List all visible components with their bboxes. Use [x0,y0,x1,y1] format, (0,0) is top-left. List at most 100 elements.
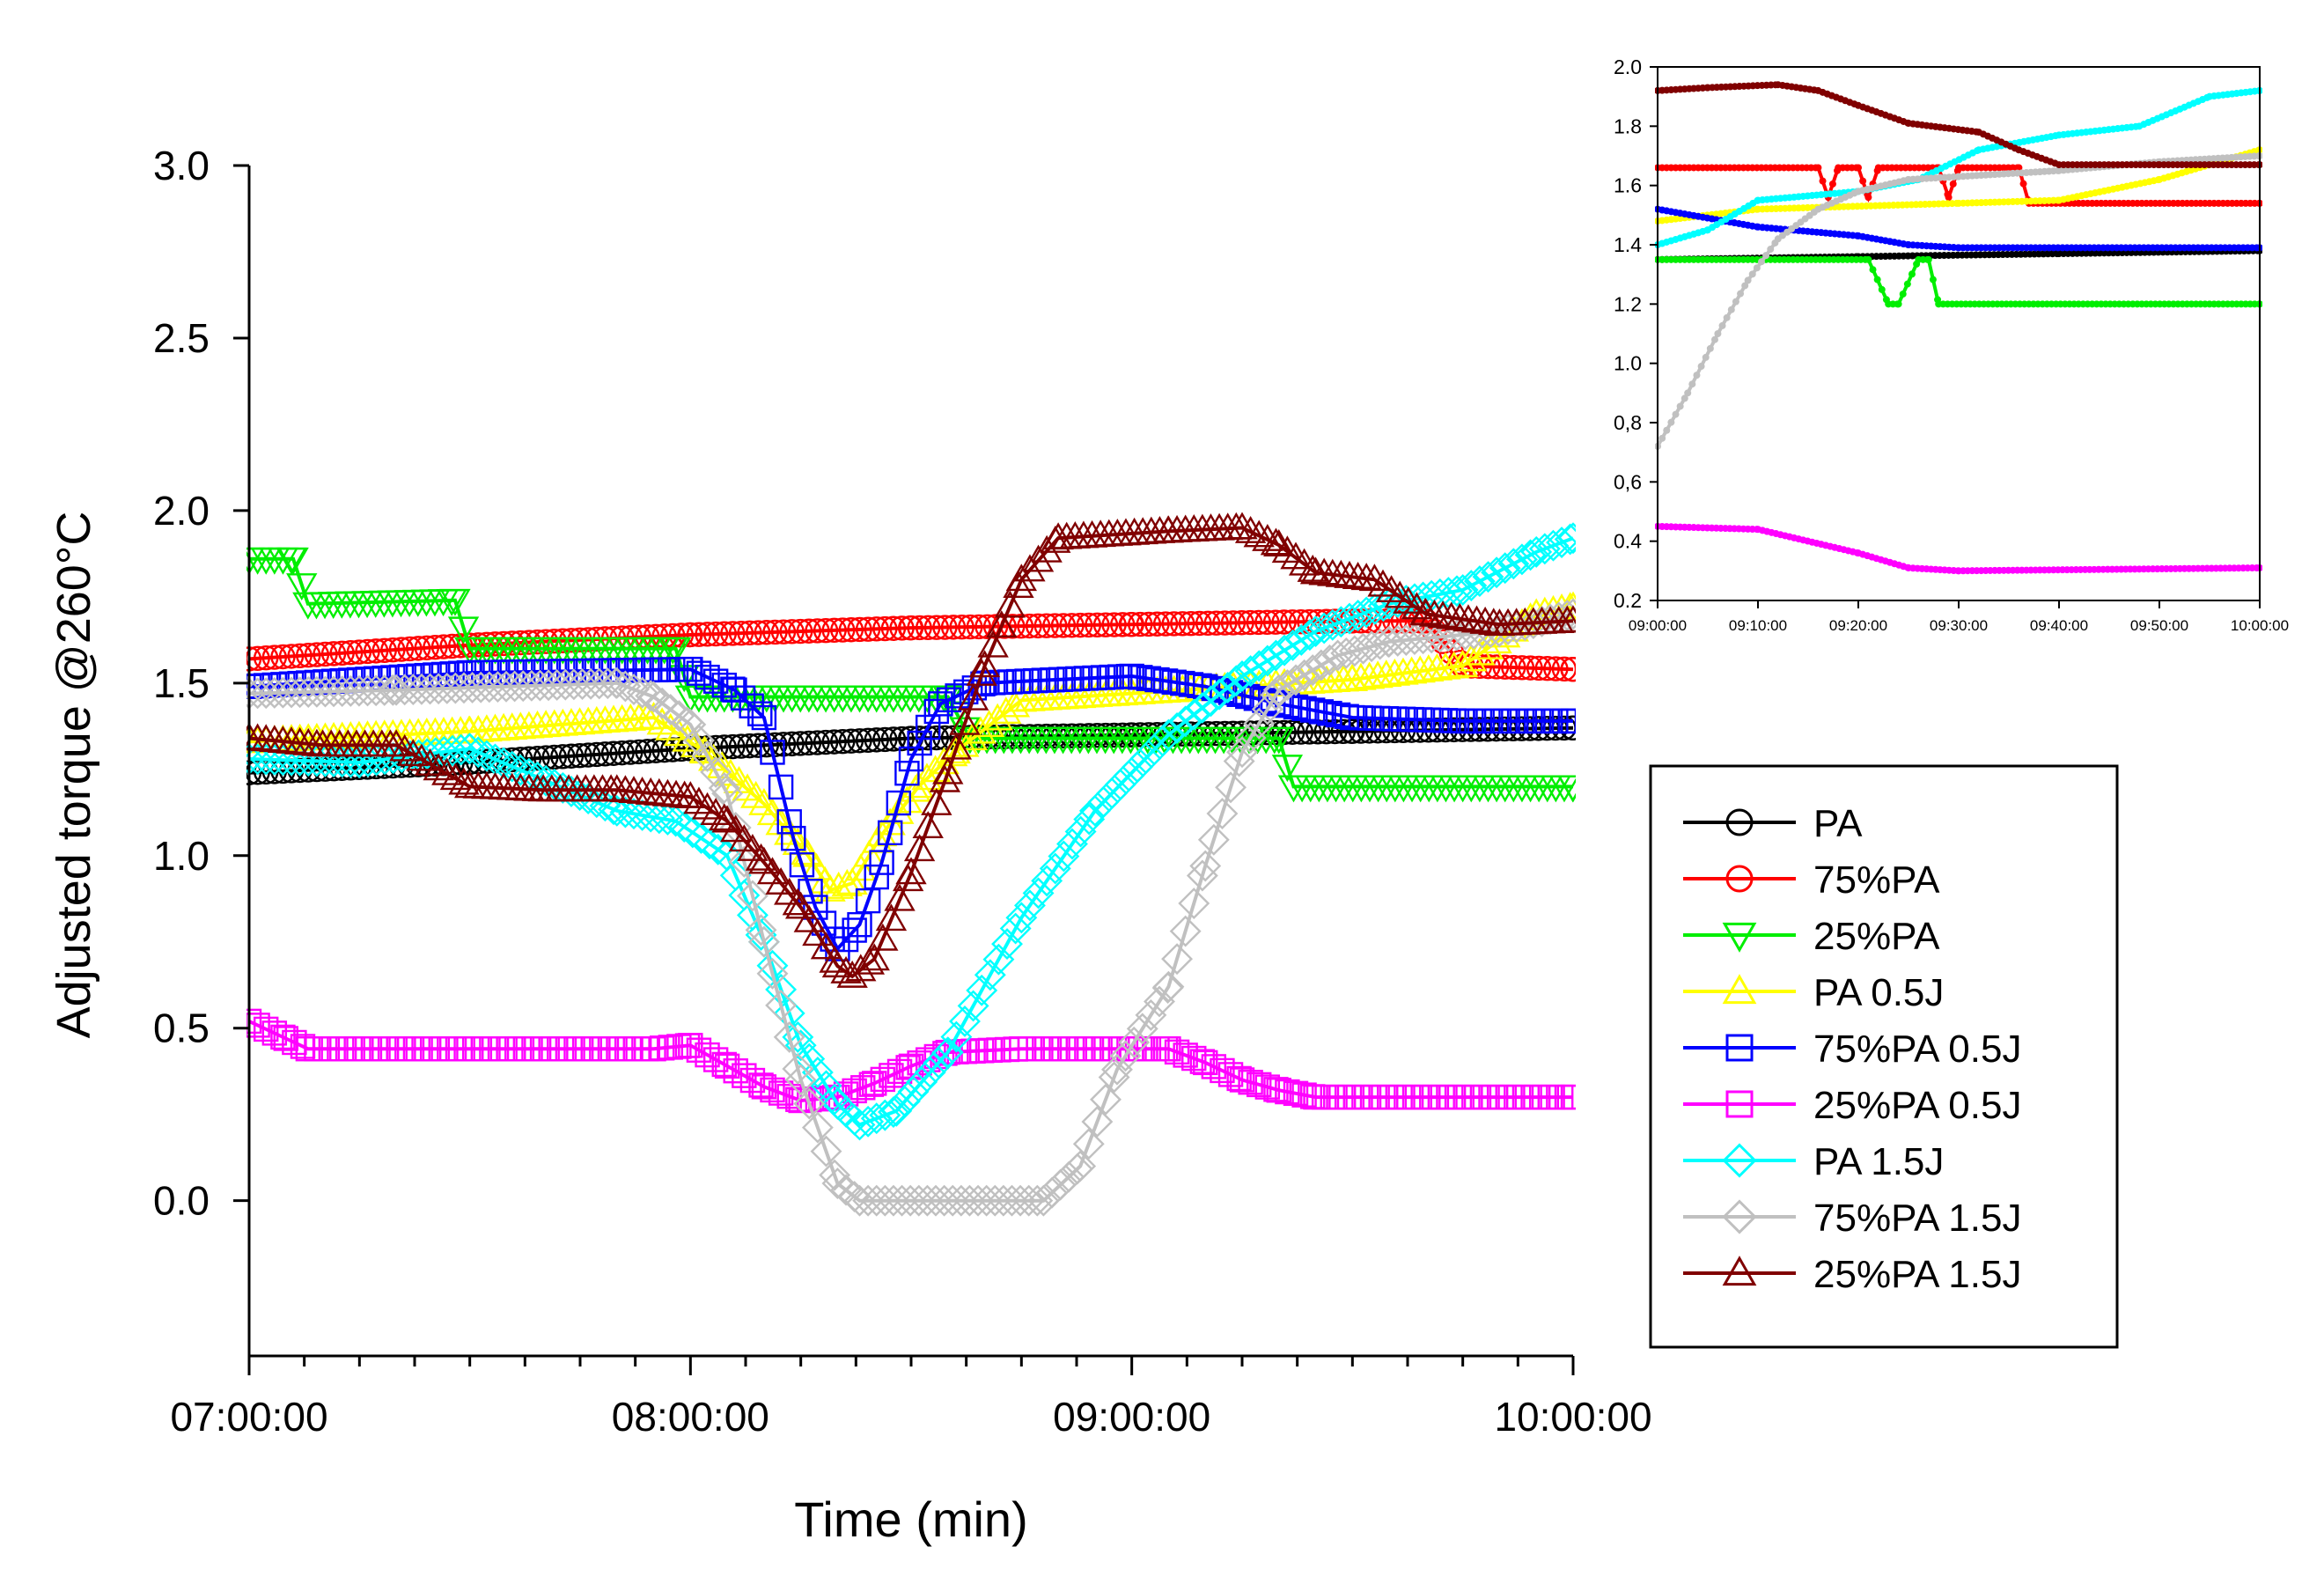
data-point [541,669,573,701]
data-point [676,816,709,849]
data-point [745,914,777,947]
data-point [907,615,932,641]
x-tick-label: 08:00:00 [612,1394,769,1440]
data-point [700,798,732,825]
data-point [1223,745,1255,777]
data-point [276,676,307,709]
data-point [1031,865,1063,897]
inset-data-point [1680,394,1688,402]
series-25-pa-0-5j [246,1008,1576,1114]
data-point [456,672,489,703]
data-point [880,726,907,752]
data-point [1156,1036,1181,1062]
data-point [1334,602,1365,635]
data-point [973,710,1005,738]
data-point [810,1135,842,1168]
data-point [1101,722,1127,748]
data-point [1455,570,1488,602]
data-point [1144,611,1170,637]
data-point [682,724,715,756]
data-point [949,1005,981,1037]
inset-data-point [1903,280,1911,288]
data-point [923,1047,955,1079]
data-point [335,674,367,707]
data-point [1364,628,1396,660]
data-point [1275,1079,1300,1105]
data-point [1460,605,1493,633]
data-point [525,745,550,771]
data-point [1316,608,1349,641]
data-point [1262,674,1295,706]
data-point [1197,823,1230,856]
data-point [1381,624,1414,657]
data-point [1017,613,1042,639]
data-point [1340,718,1365,744]
data-point [1271,669,1304,701]
legend-item: PA 1.5J [1683,1140,1944,1183]
legend-label: PA 0.5J [1813,971,1944,1014]
data-point [751,1074,777,1100]
data-point [916,615,941,641]
data-point [1373,625,1406,658]
data-point [414,673,446,705]
data-point [283,676,316,709]
inset-series-75-pa [1655,164,2262,207]
data-point [1305,608,1331,635]
data-point [912,811,944,838]
data-point [907,1050,932,1076]
data-point [1104,769,1136,801]
inset-data-point [1814,164,1822,172]
data-point [488,747,520,779]
data-point [313,641,338,667]
data-point [380,729,412,757]
data-point [1338,635,1371,667]
data-point [1254,609,1280,636]
legend-label: PA [1813,802,1863,845]
data-point [1395,656,1428,684]
data-point [987,1184,1019,1217]
data-point [448,672,480,704]
data-point [1078,794,1111,827]
data-point [1118,1026,1151,1058]
data-point [1195,685,1227,718]
data-point [592,741,618,767]
data-point [920,1184,952,1217]
data-point [1497,548,1530,580]
data-point [1017,724,1042,749]
data-point [1152,718,1185,751]
data-point [1452,604,1484,632]
data-point [686,1037,712,1063]
data-point [945,1184,977,1217]
data-point [940,615,967,640]
data-point [842,1078,867,1104]
data-point [1505,543,1538,576]
data-point [949,615,974,640]
data-point [940,1020,973,1053]
data-point [830,1174,863,1206]
data-point [695,622,720,647]
data-point [793,904,825,932]
data-point [751,704,777,731]
data-point [683,786,715,814]
inset-x-tick-label: 09:50:00 [2130,617,2188,634]
data-point [709,803,740,831]
data-point [678,656,703,682]
legend-item: 25%PA 0.5J [1683,1084,2021,1127]
data-point [1203,610,1229,636]
data-point [1342,600,1374,631]
data-point [957,990,989,1022]
data-point [770,619,797,645]
data-point [363,638,389,664]
data-point [371,637,397,663]
data-point [869,1184,901,1217]
data-point [1271,535,1304,564]
data-point [869,850,894,875]
data-point [1193,1050,1218,1076]
data-point [533,745,559,770]
data-point [886,1184,918,1217]
data-point [1291,696,1317,721]
data-point [1293,619,1326,652]
data-point [1161,943,1194,976]
data-point [1283,1080,1309,1107]
data-point [1085,612,1110,638]
